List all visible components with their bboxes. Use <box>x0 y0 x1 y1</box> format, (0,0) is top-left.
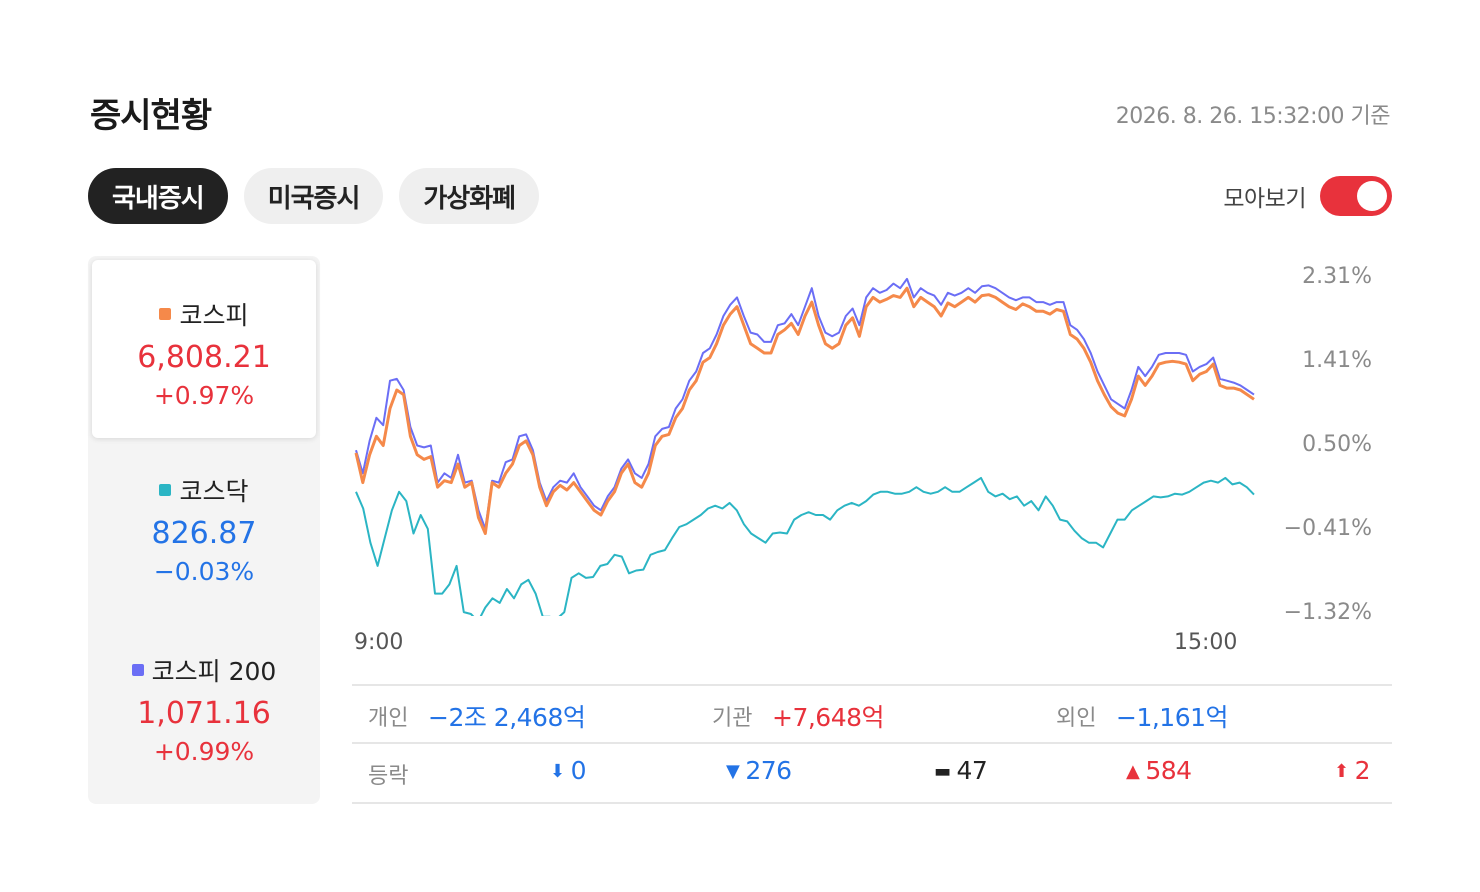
up-value: 584 <box>1145 756 1192 785</box>
investor-label: 기관 <box>712 706 753 731</box>
index-value: 6,808.21 <box>137 340 271 375</box>
y-tick-label: −1.32% <box>1283 600 1372 625</box>
index-name: 코스닥 <box>179 477 249 506</box>
index-name-row: 코스피 <box>92 296 316 332</box>
index-card-kosdaq[interactable]: 코스닥 826.87 −0.03% <box>88 436 320 616</box>
dash-icon: ▬ <box>934 761 951 782</box>
market-tabs: 국내증시 미국증시 가상화폐 <box>88 168 540 224</box>
index-card-kospi[interactable]: 코스피 6,808.21 +0.97% <box>92 260 316 438</box>
toggle-knob <box>1357 181 1387 211</box>
timestamp: 2026. 8. 26. 15:32:00 기준 <box>1115 104 1391 129</box>
index-change: −0.03% <box>153 557 255 586</box>
series-line-kosdaq <box>355 476 1255 616</box>
flat-value: 47 <box>956 756 988 785</box>
index-change: +0.97% <box>153 381 255 410</box>
down-count: ▼ 276 <box>726 756 792 785</box>
index-line-chart <box>354 277 1255 616</box>
index-list: 코스피 6,808.21 +0.97% 코스닥 826.87 −0.03% 코스… <box>88 256 320 804</box>
x-tick-label: 15:00 <box>1174 630 1238 655</box>
index-name-row: 코스피 200 <box>88 652 320 688</box>
triangle-up-icon: ▲ <box>1126 761 1140 782</box>
page-title: 증시현황 <box>90 96 212 136</box>
view-all-toggle-group: 모아보기 <box>1223 176 1392 216</box>
kosdaq-legend-icon <box>159 484 172 496</box>
investor-row: 개인 −2조 2,468억 기관 +7,648억 외인 −1,161억 <box>352 686 1392 744</box>
investor-value: −1,161억 <box>1116 703 1229 732</box>
arrow-down-icon: ⬇ <box>550 761 565 782</box>
index-value: 1,071.16 <box>137 696 271 731</box>
divider <box>352 802 1392 804</box>
investor-value: +7,648억 <box>772 703 885 732</box>
series-line-kospi <box>354 286 1255 535</box>
divider <box>352 742 1392 744</box>
toggle-label: 모아보기 <box>1223 186 1306 212</box>
y-tick-label: 2.31% <box>1302 264 1372 289</box>
x-tick-label: 9:00 <box>354 630 404 655</box>
tab-us[interactable]: 미국증시 <box>243 168 384 224</box>
kospi-legend-icon <box>159 308 172 320</box>
index-change: +0.99% <box>153 737 255 766</box>
index-name: 코스피 <box>179 301 249 330</box>
index-name: 코스피 200 <box>151 657 277 686</box>
index-value: 826.87 <box>151 516 257 551</box>
y-tick-label: 1.41% <box>1302 348 1372 373</box>
up-count: ▲ 584 <box>1126 756 1192 785</box>
investor-label: 외인 <box>1056 706 1097 731</box>
tab-crypto[interactable]: 가상화폐 <box>399 168 540 224</box>
investor-label: 개인 <box>368 706 409 731</box>
triangle-down-icon: ▼ <box>726 761 740 782</box>
upper-limit-count: ⬆ 2 <box>1334 756 1371 785</box>
index-name-row: 코스닥 <box>88 472 320 508</box>
y-tick-label: 0.50% <box>1302 432 1372 457</box>
y-tick-label: −0.41% <box>1283 516 1372 541</box>
divider <box>352 684 1392 686</box>
lower-limit-value: 0 <box>570 756 587 785</box>
tab-domestic[interactable]: 국내증시 <box>88 168 228 224</box>
series-line-kospi200 <box>355 277 1255 530</box>
arrow-up-icon: ⬆ <box>1334 761 1349 782</box>
index-card-kospi200[interactable]: 코스피 200 1,071.16 +0.99% <box>88 616 320 796</box>
breadth-label: 등락 <box>368 764 409 789</box>
lower-limit-count: ⬇ 0 <box>550 756 587 785</box>
breadth-row: 등락 ⬇ 0 ▼ 276 ▬ 47 ▲ 584 ⬆ 2 <box>352 744 1392 802</box>
kospi200-legend-icon <box>131 664 144 676</box>
investor-value: −2조 2,468억 <box>428 703 586 732</box>
upper-limit-value: 2 <box>1354 756 1371 785</box>
flat-count: ▬ 47 <box>934 756 988 785</box>
view-all-toggle[interactable] <box>1320 176 1392 216</box>
down-value: 276 <box>745 756 792 785</box>
